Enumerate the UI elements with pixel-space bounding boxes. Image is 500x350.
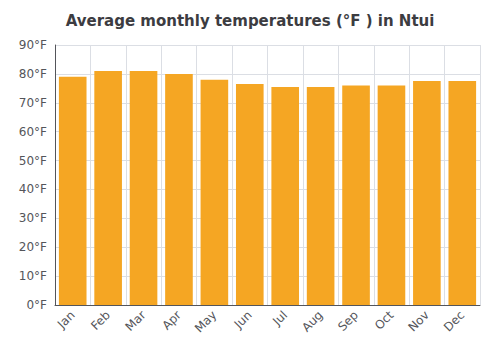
svg-text:Jun: Jun xyxy=(231,308,255,332)
svg-text:Aug: Aug xyxy=(299,308,325,334)
svg-text:Dec: Dec xyxy=(441,308,467,334)
svg-text:80°F: 80°F xyxy=(19,67,47,81)
svg-text:Jul: Jul xyxy=(269,308,290,329)
svg-text:Mar: Mar xyxy=(123,308,149,334)
svg-text:10°F: 10°F xyxy=(19,269,47,283)
svg-text:May: May xyxy=(192,308,219,335)
svg-text:Feb: Feb xyxy=(88,308,113,333)
svg-text:70°F: 70°F xyxy=(19,96,47,110)
svg-text:90°F: 90°F xyxy=(19,38,47,52)
svg-text:Average monthly temperatures (: Average monthly temperatures (°F ) in Nt… xyxy=(66,12,435,30)
svg-text:20°F: 20°F xyxy=(19,240,47,254)
svg-text:Oct: Oct xyxy=(372,308,397,333)
svg-text:0°F: 0°F xyxy=(26,298,47,312)
svg-text:Jan: Jan xyxy=(54,308,78,332)
svg-text:30°F: 30°F xyxy=(19,211,47,225)
svg-text:40°F: 40°F xyxy=(19,182,47,196)
svg-text:Apr: Apr xyxy=(159,308,184,333)
svg-text:Sep: Sep xyxy=(335,308,361,334)
svg-text:50°F: 50°F xyxy=(19,154,47,168)
svg-text:60°F: 60°F xyxy=(19,125,47,139)
svg-text:Nov: Nov xyxy=(405,308,431,334)
